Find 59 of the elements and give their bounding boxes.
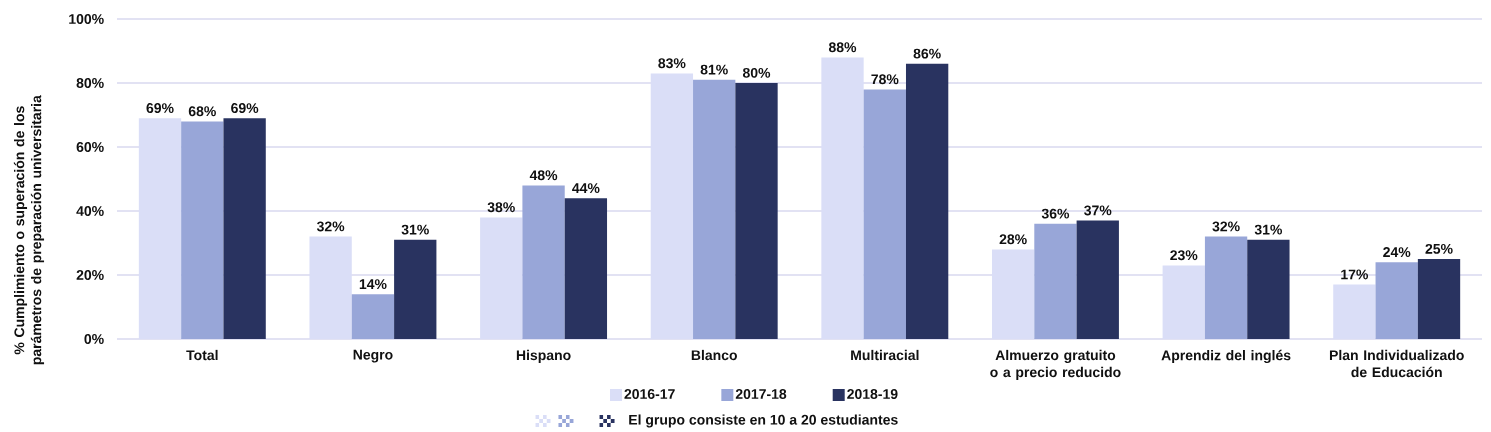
y-tick-label: 100% <box>69 14 104 24</box>
legend-label: 2017-18 <box>735 389 787 399</box>
x-tick-label: Almuerzo gratuito o a precio reducido <box>990 349 1121 380</box>
data-label: 86% <box>913 48 941 59</box>
bar <box>735 83 778 339</box>
data-label: 17% <box>1341 269 1369 280</box>
y-axis-title: % Cumplimiento o superación de los parámetros de preparación universitaria <box>13 95 45 365</box>
data-label: 83% <box>658 58 686 69</box>
x-tick-label: Multiracial <box>851 349 919 361</box>
x-tick-label: Blanco <box>691 349 737 361</box>
data-label: 25% <box>1425 243 1453 254</box>
y-tick-label: 0% <box>84 334 104 344</box>
data-label: 81% <box>700 64 728 75</box>
bar <box>522 185 565 339</box>
x-tick-label: Hispano <box>516 349 571 363</box>
data-label: 36% <box>1041 208 1070 219</box>
data-label: 32% <box>1212 221 1240 232</box>
bar <box>863 89 906 339</box>
data-label: 69% <box>146 103 174 113</box>
x-tick-label: Plan Individualizado de Educación <box>1329 349 1464 378</box>
data-label: 23% <box>1170 250 1198 261</box>
data-label: 44% <box>572 183 600 193</box>
x-tick-label: Negro <box>353 349 393 363</box>
data-label: 88% <box>828 42 857 53</box>
data-label: 32% <box>316 221 345 232</box>
data-label: 38% <box>487 202 515 213</box>
bar <box>1247 239 1290 339</box>
bar <box>351 294 395 339</box>
bar <box>223 118 266 339</box>
legend-label: 2016-17 <box>624 389 675 399</box>
bar <box>1417 259 1461 339</box>
data-label: 28% <box>999 234 1027 245</box>
data-label: 37% <box>1084 205 1112 216</box>
y-tick-label: 80% <box>76 78 104 88</box>
data-label: 24% <box>1383 247 1411 257</box>
data-label: 14% <box>359 279 387 289</box>
x-tick-label: Aprendiz del inglés <box>1161 349 1291 364</box>
bar <box>564 198 608 339</box>
x-tick-label: Total <box>186 349 218 361</box>
text: El grupo consiste en 10 a 20 estudiantes <box>629 414 898 428</box>
y-tick-label: 60% <box>76 142 104 152</box>
bar <box>905 63 949 339</box>
data-label: 80% <box>742 67 771 78</box>
legend-label: 2018-19 <box>847 389 898 399</box>
data-label: 78% <box>871 74 899 85</box>
bar <box>394 239 437 339</box>
y-tick-label: 20% <box>76 270 104 280</box>
data-label: 31% <box>1254 224 1283 235</box>
data-label: 31% <box>401 224 429 235</box>
bar <box>1204 236 1248 339</box>
y-tick-label: 40% <box>76 206 104 216</box>
data-label: 69% <box>231 103 259 113</box>
bar <box>1034 223 1077 339</box>
bar <box>693 79 736 339</box>
data-label: 68% <box>188 106 216 117</box>
bar <box>1375 262 1418 339</box>
bar <box>181 121 224 339</box>
bar <box>1076 220 1119 339</box>
data-label: 48% <box>529 170 558 181</box>
